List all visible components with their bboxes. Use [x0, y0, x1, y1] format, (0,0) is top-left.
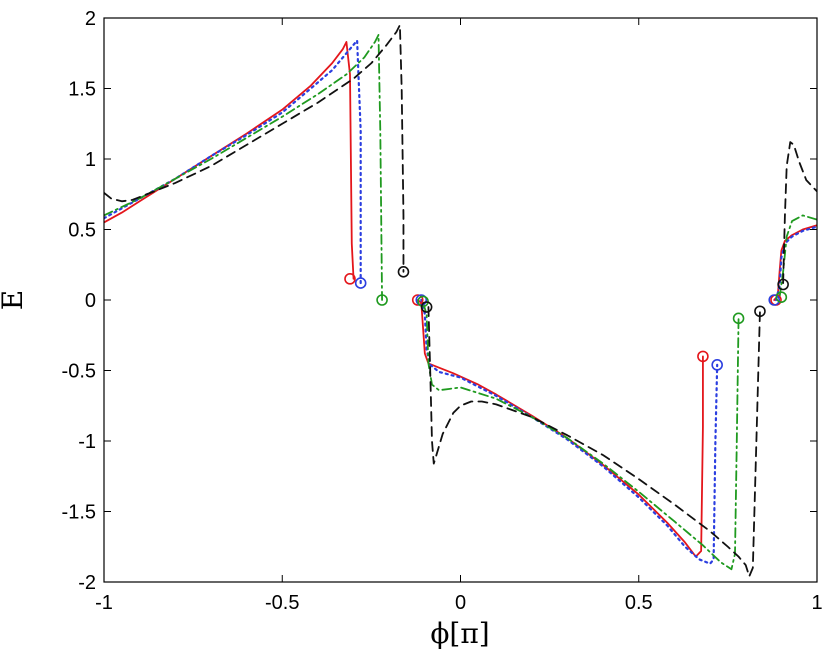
marker-4-4 — [777, 278, 789, 291]
series-line-2 — [104, 39, 817, 565]
marker-4-1 — [397, 265, 410, 278]
plot-frame — [103, 17, 818, 583]
series-line-4 — [104, 24, 817, 578]
y-tick-label: -1.5 — [62, 502, 96, 524]
y-tick-label: 2 — [85, 8, 96, 30]
x-tick-label: 1 — [811, 592, 822, 614]
plot-area — [104, 24, 817, 578]
marker-3-3 — [732, 312, 745, 325]
marker-3-4 — [775, 291, 788, 303]
y-tick-label: -2 — [78, 572, 96, 594]
series-line-1 — [104, 41, 817, 558]
marker-1-2 — [411, 294, 424, 306]
marker-1-3 — [697, 350, 709, 363]
x-tick-label: 0 — [455, 592, 466, 614]
marker-3-2 — [417, 295, 429, 308]
marker-2-1 — [354, 277, 367, 289]
axes: -1 -0.5 0 0.5 1 -2 -1.5 -1 -0.5 0 0.5 1 1.5 2 — [62, 8, 823, 614]
marker-4-3 — [754, 305, 766, 318]
x-axis-label: ϕ[π] — [430, 617, 489, 650]
marker-2-3 — [711, 359, 723, 371]
marker-2-4 — [768, 294, 781, 306]
y-axis-label: E — [0, 290, 29, 310]
marker-1-1 — [344, 273, 356, 285]
y-tick-label: -1 — [78, 431, 96, 453]
marker-4-2 — [420, 301, 433, 313]
y-tick-label: -0.5 — [62, 361, 96, 383]
y-tick-label: 1.5 — [68, 79, 96, 101]
x-tick-label: -0.5 — [265, 592, 299, 614]
series-line-3 — [104, 34, 817, 571]
x-tick-label: -1 — [95, 592, 113, 614]
y-tick-label: 0.5 — [68, 220, 96, 242]
x-tick-label: 0.5 — [625, 592, 653, 614]
y-tick-label: 0 — [85, 290, 96, 312]
endpoint-markers — [344, 265, 789, 371]
y-tick-label: 1 — [85, 149, 96, 171]
marker-3-1 — [376, 294, 388, 306]
